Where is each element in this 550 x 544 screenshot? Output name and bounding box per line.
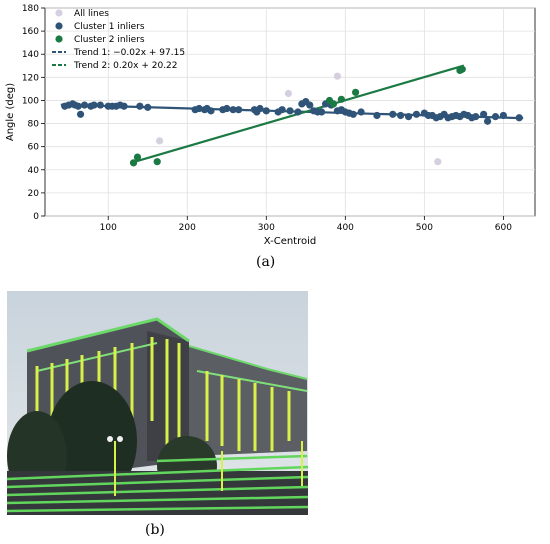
data-point-series-1 bbox=[294, 108, 302, 116]
data-point-series-1 bbox=[195, 104, 203, 113]
x-tick-label: 200 bbox=[179, 223, 196, 233]
y-tick-label: 40 bbox=[28, 166, 40, 176]
data-point-series-1 bbox=[229, 106, 237, 114]
data-point-series-1 bbox=[349, 110, 357, 118]
data-point-series-1 bbox=[74, 102, 82, 110]
data-point-series-1 bbox=[96, 101, 104, 109]
data-point-series-1 bbox=[480, 110, 488, 118]
legend-entry-label: Trend 2: 0.20x + 20.22 bbox=[73, 61, 178, 71]
legend-entry-label: Trend 1: −0.02x + 97.15 bbox=[73, 48, 185, 58]
data-point-series-1 bbox=[120, 102, 128, 110]
panel-label-a: (a) bbox=[256, 254, 276, 270]
data-point-series-0 bbox=[284, 89, 293, 98]
x-tick-label: 100 bbox=[100, 223, 117, 233]
data-point-series-1 bbox=[318, 108, 326, 116]
y-tick-label: 140 bbox=[22, 50, 39, 60]
y-tick-label: 100 bbox=[22, 96, 39, 106]
y-tick-label: 120 bbox=[22, 73, 39, 83]
data-point-series-1 bbox=[491, 113, 500, 121]
data-point-series-1 bbox=[472, 113, 480, 121]
data-point-series-1 bbox=[306, 101, 314, 109]
data-point-series-1 bbox=[76, 110, 85, 118]
legend-point-swatch bbox=[55, 22, 63, 30]
data-point-series-1 bbox=[144, 103, 152, 111]
legend-point-swatch bbox=[55, 35, 63, 43]
data-point-series-1 bbox=[262, 107, 270, 115]
y-tick-label: 0 bbox=[33, 212, 39, 222]
legend-entry-label: Cluster 1 inliers bbox=[74, 22, 145, 32]
panel-label-b: (b) bbox=[145, 522, 165, 538]
y-tick-label: 80 bbox=[28, 120, 40, 130]
building-photo bbox=[7, 291, 308, 515]
data-point-series-1 bbox=[499, 111, 507, 120]
scatter-chart: 100 200 300 400 500 600 0 20 40 60 80 100 120 140 160 1… bbox=[5, 4, 536, 247]
legend-entry-label: Cluster 2 inliers bbox=[74, 35, 145, 45]
data-point-series-1 bbox=[483, 117, 492, 125]
data-point-series-1 bbox=[90, 101, 98, 109]
data-point-series-1 bbox=[515, 114, 523, 122]
x-tick-label: 500 bbox=[416, 223, 433, 233]
legend-point-swatch bbox=[55, 9, 63, 17]
legend-entry-label: All lines bbox=[74, 9, 109, 19]
y-tick-label: 160 bbox=[22, 27, 39, 37]
data-point-series-1 bbox=[207, 107, 215, 115]
x-axis-label: X-Centroid bbox=[264, 236, 317, 247]
data-point-series-2 bbox=[329, 100, 338, 108]
data-point-series-1 bbox=[286, 107, 294, 115]
data-point-series-2 bbox=[133, 153, 142, 161]
y-tick-label: 60 bbox=[28, 143, 40, 153]
data-point-series-1 bbox=[397, 111, 405, 120]
y-axis-label: Angle (deg) bbox=[5, 83, 16, 141]
data-point-series-1 bbox=[136, 102, 144, 110]
y-tick-label: 180 bbox=[22, 4, 39, 14]
data-point-series-1 bbox=[357, 108, 365, 116]
axis-ticks: 100 200 300 400 500 600 0 20 40 60 80 100 120 140 160 1… bbox=[22, 4, 512, 233]
data-point-series-1 bbox=[412, 110, 421, 118]
x-tick-label: 400 bbox=[337, 223, 354, 233]
data-points bbox=[61, 65, 523, 167]
data-point-series-1 bbox=[373, 111, 381, 120]
legend: All lines Cluster 1 inliers Cluster 2 inli… bbox=[52, 9, 185, 71]
data-point-series-1 bbox=[235, 106, 243, 114]
x-tick-label: 600 bbox=[495, 223, 512, 233]
data-point-series-2 bbox=[153, 158, 161, 166]
data-point-series-1 bbox=[256, 104, 264, 113]
data-point-series-2 bbox=[129, 159, 138, 167]
y-tick-label: 20 bbox=[28, 189, 40, 199]
grid-lines bbox=[45, 7, 535, 217]
data-point-series-0 bbox=[434, 158, 442, 166]
data-point-series-1 bbox=[80, 101, 89, 109]
data-point-series-0 bbox=[155, 137, 164, 145]
data-point-series-2 bbox=[458, 65, 466, 73]
data-point-series-2 bbox=[351, 88, 360, 96]
data-point-series-1 bbox=[389, 110, 397, 118]
data-point-series-0 bbox=[333, 72, 342, 80]
data-point-series-1 bbox=[223, 104, 231, 113]
data-point-series-2 bbox=[337, 95, 345, 103]
data-point-series-1 bbox=[278, 106, 286, 114]
data-point-series-1 bbox=[404, 113, 413, 121]
x-tick-label: 300 bbox=[258, 223, 275, 233]
